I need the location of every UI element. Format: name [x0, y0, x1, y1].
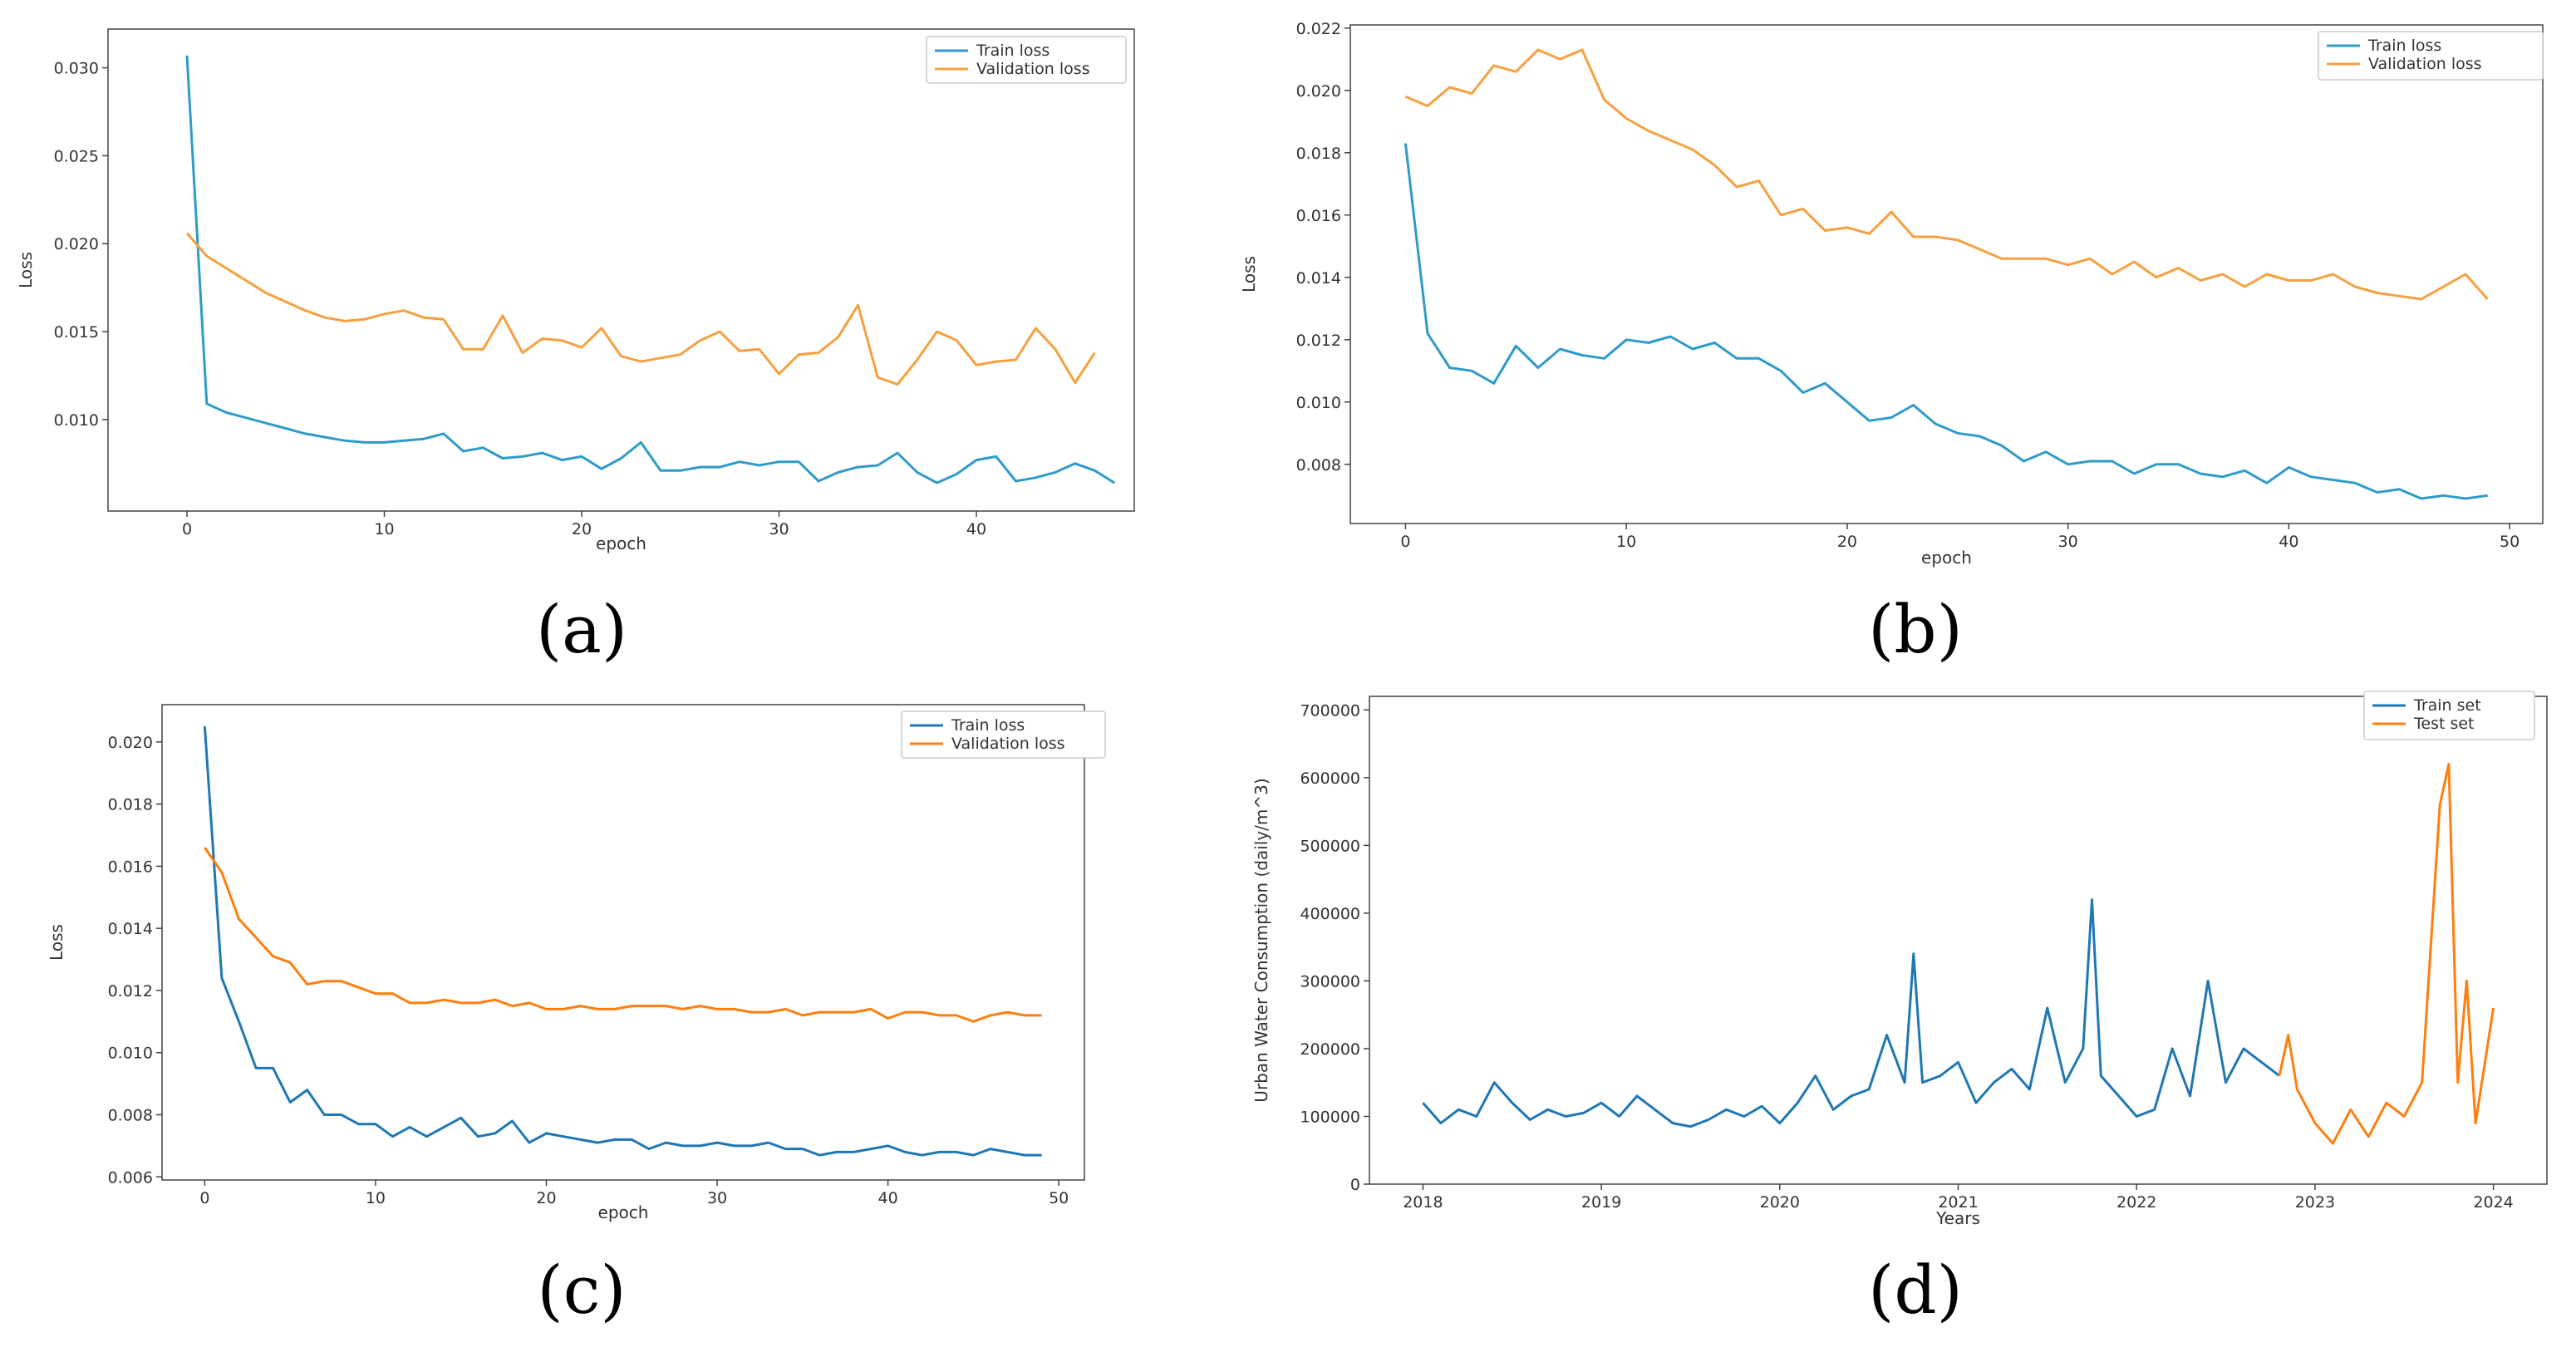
- y-tick-label: 0.015: [54, 323, 99, 342]
- legend-entry: Train loss: [2367, 37, 2441, 55]
- y-tick-label: 0.020: [108, 734, 153, 752]
- series-line-first: [1404, 143, 2488, 500]
- x-tick-label: 10: [374, 520, 394, 538]
- x-axis-label: epoch: [1921, 548, 1972, 568]
- x-tick-label: 20: [1837, 533, 1857, 551]
- series-line-second: [204, 847, 1042, 1023]
- legend-box: [2363, 691, 2535, 740]
- x-tick-label: 20: [536, 1189, 556, 1207]
- x-tick-label: 2023: [2295, 1193, 2335, 1212]
- plot-frame: [1349, 24, 2544, 524]
- y-tick-label: 0.018: [108, 796, 153, 814]
- series-line-first: [203, 726, 1042, 1157]
- x-tick-label: 2024: [2473, 1193, 2513, 1212]
- y-tick-label: 300000: [1300, 972, 1360, 991]
- plot-frame: [107, 28, 1135, 512]
- y-tick-label: 0.012: [108, 982, 153, 1000]
- x-tick-label: 40: [966, 520, 986, 538]
- y-axis-label: Loss: [16, 252, 36, 288]
- panel-c-loss-chart: 0 10 20 30 40 50 0.006 0.008 0.010 0.012 0.014 0.01…: [47, 704, 1106, 1222]
- x-tick-label: 10: [366, 1189, 386, 1207]
- legend-entry: Train set: [2413, 696, 2481, 715]
- y-tick-label: 0.020: [1296, 82, 1341, 101]
- caption-d: (d): [1868, 1251, 1963, 1329]
- x-tick-label: 2020: [1760, 1193, 1800, 1212]
- panel-b-loss-chart: 0 10 20 30 40 50 0.008 0.010 0.012 0.014 0.016 0.01…: [1239, 20, 2544, 568]
- legend-entry: Train loss: [976, 42, 1050, 60]
- y-tick-label: 0.022: [1296, 20, 1341, 38]
- y-axis-label: Urban Water Consumption (daily/m^3): [1251, 778, 1271, 1102]
- series-line-second: [1404, 48, 2489, 301]
- x-tick-label: 0: [1400, 533, 1410, 551]
- y-tick-label: 0.018: [1296, 145, 1341, 163]
- y-tick-label: 200000: [1300, 1040, 1360, 1059]
- x-tick-label: 30: [707, 1189, 727, 1207]
- y-tick-label: 0.030: [54, 60, 99, 78]
- y-tick-label: 0.010: [108, 1045, 153, 1063]
- series-line-first: [1422, 898, 2280, 1128]
- y-tick-label: 0.008: [1296, 456, 1341, 474]
- y-tick-label: 100000: [1300, 1108, 1360, 1126]
- x-tick-label: 50: [1049, 1189, 1069, 1207]
- y-tick-label: 0.016: [108, 858, 153, 876]
- x-axis-label: epoch: [596, 533, 646, 553]
- legend-entry: Validation loss: [976, 60, 1090, 78]
- legend-entry: Validation loss: [2368, 55, 2482, 73]
- x-axis-label: Years: [1935, 1208, 1980, 1228]
- caption-b: (b): [1868, 591, 1963, 668]
- series-line-second: [2278, 763, 2495, 1145]
- y-tick-label: 0.025: [54, 147, 99, 165]
- y-tick-label: 400000: [1300, 905, 1360, 923]
- y-tick-label: 0.010: [54, 411, 99, 430]
- x-tick-label: 50: [2500, 533, 2519, 551]
- y-tick-label: 0.010: [1296, 394, 1341, 412]
- x-tick-label: 0: [199, 1189, 209, 1207]
- legend-box: [901, 710, 1106, 759]
- x-tick-label: 30: [769, 520, 789, 538]
- y-tick-label: 0.012: [1296, 332, 1341, 350]
- x-tick-label: 2022: [2116, 1193, 2156, 1212]
- x-tick-label: 40: [2279, 533, 2298, 551]
- legend-entry: Train loss: [951, 716, 1025, 735]
- plot-frame: [161, 704, 1085, 1181]
- series-line-second: [185, 232, 1096, 386]
- legend-entry: Validation loss: [951, 735, 1065, 753]
- y-tick-label: 0: [1350, 1176, 1360, 1194]
- x-tick-label: 0: [182, 520, 192, 538]
- legend-box: [926, 36, 1127, 84]
- y-tick-label: 0.006: [108, 1168, 153, 1187]
- y-tick-label: 700000: [1300, 701, 1360, 720]
- y-tick-label: 0.008: [108, 1106, 153, 1124]
- y-tick-label: 600000: [1300, 769, 1360, 788]
- x-tick-label: 2018: [1403, 1193, 1443, 1212]
- y-tick-label: 0.014: [1296, 269, 1341, 288]
- caption-a: (a): [536, 591, 627, 668]
- legend-box: [2318, 31, 2544, 81]
- x-axis-label: epoch: [598, 1202, 649, 1222]
- y-axis-label: Loss: [47, 924, 66, 961]
- panel-d-consumption-chart: 2018 2019 2020 2021 2022 2023 2024 0 100000 20000…: [1251, 691, 2548, 1228]
- caption-c: (c): [537, 1251, 626, 1329]
- x-tick-label: 40: [878, 1189, 898, 1207]
- y-tick-label: 0.014: [108, 920, 153, 938]
- y-tick-label: 0.020: [54, 235, 99, 253]
- legend-entry: Test set: [2413, 715, 2475, 733]
- y-tick-label: 0.016: [1296, 207, 1341, 225]
- x-tick-label: 10: [1616, 533, 1636, 551]
- x-tick-label: 30: [2058, 533, 2078, 551]
- x-tick-label: 20: [572, 520, 592, 538]
- x-tick-label: 2019: [1581, 1193, 1621, 1212]
- x-tick-label: 2021: [1938, 1193, 1978, 1212]
- panel-a-loss-chart: 0 10 20 30 40 0.010 0.015 0.020 0.025 0.030 epoch L…: [16, 28, 1135, 553]
- y-axis-label: Loss: [1239, 256, 1259, 293]
- series-line-first: [185, 55, 1116, 484]
- y-tick-label: 500000: [1300, 837, 1360, 855]
